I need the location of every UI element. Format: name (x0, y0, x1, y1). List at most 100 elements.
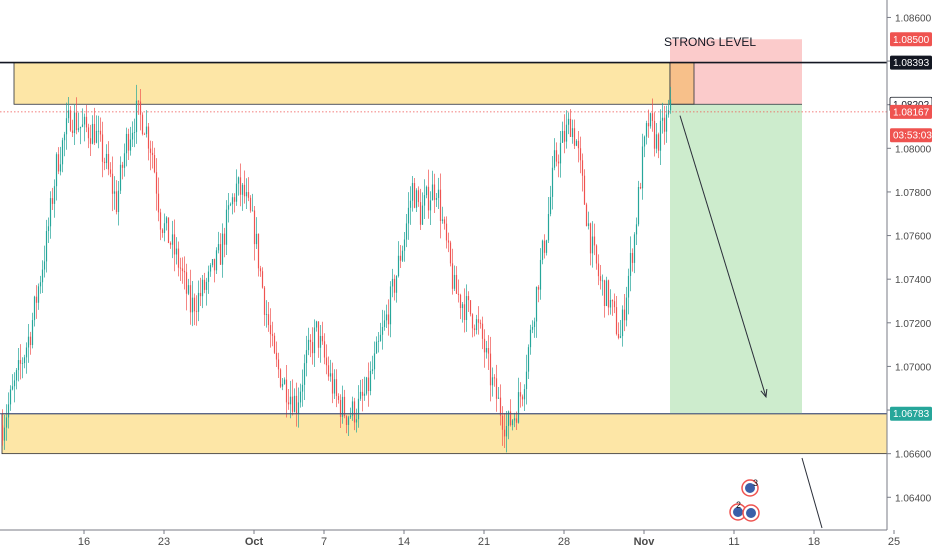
candle-body (345, 416, 348, 425)
candle-body (1, 425, 4, 441)
candle-body (453, 274, 456, 289)
candle-body (667, 110, 670, 115)
candle (557, 154, 560, 178)
candle-body (491, 377, 494, 386)
candle (159, 208, 162, 241)
event-badge[interactable] (742, 504, 760, 522)
candle-body (233, 197, 236, 202)
candle (211, 259, 214, 268)
candle (45, 219, 48, 273)
candle (373, 341, 376, 380)
candle (621, 305, 624, 347)
candle (61, 137, 64, 173)
candle (249, 195, 252, 213)
candle (601, 274, 604, 296)
price-label-bg (890, 406, 932, 421)
y-axis[interactable]: 1.086001.084001.082001.080001.078001.076… (886, 0, 932, 530)
candle (31, 312, 34, 349)
x-axis: 16 23 Oct 7 14 21 28 Nov 11 18 25 (0, 529, 900, 548)
candle-body (189, 285, 192, 313)
candle-body (427, 186, 430, 211)
candle-body (265, 314, 268, 315)
candle-body (631, 253, 634, 263)
candle-body (607, 280, 610, 308)
candle-body (369, 370, 372, 392)
candle (487, 335, 490, 370)
candle-body (103, 161, 106, 164)
event-badges[interactable]: 32 (729, 478, 760, 522)
candle (481, 316, 484, 350)
candle-body (299, 391, 302, 403)
candle (207, 265, 210, 294)
candle-body (531, 327, 534, 330)
candle (369, 361, 372, 396)
candle-body (393, 278, 396, 293)
candle (623, 293, 626, 332)
candle (163, 213, 166, 242)
candle-body (273, 335, 276, 353)
candle-body (387, 314, 390, 325)
x-tick-label: 11 (728, 536, 739, 548)
candle-body (573, 128, 576, 146)
candle (667, 99, 670, 118)
event-badge[interactable] (741, 479, 759, 497)
candle-body (329, 373, 332, 377)
candle (223, 227, 226, 258)
candle (117, 180, 120, 226)
candle (355, 408, 358, 433)
candle (577, 131, 580, 163)
flag-icon (746, 508, 756, 518)
candle-body (57, 154, 60, 172)
candle-body (73, 112, 76, 133)
candle (357, 385, 360, 428)
candle (429, 191, 432, 225)
candle (457, 279, 460, 303)
candle (195, 295, 198, 326)
candle-body (523, 389, 526, 400)
candle-body (535, 286, 538, 322)
candle-body (29, 336, 32, 346)
candle-body (437, 189, 440, 198)
candle-body (249, 197, 252, 211)
candle (33, 295, 36, 327)
candle-body (295, 395, 298, 414)
candle-body (461, 304, 464, 309)
candle-body (513, 418, 516, 421)
candle-body (639, 186, 642, 189)
candle-body (395, 276, 398, 293)
candle-body (145, 126, 148, 135)
candle-body (147, 126, 150, 149)
candle (135, 84, 138, 144)
event-badge[interactable] (729, 503, 747, 521)
candle-body (483, 338, 486, 353)
candle-body (225, 209, 228, 245)
candle (655, 122, 658, 154)
candle (375, 336, 378, 354)
candle (607, 279, 610, 316)
candle-body (479, 322, 482, 324)
candle (121, 161, 124, 180)
candle-body (271, 334, 274, 336)
flag-icon (733, 507, 743, 517)
candle (647, 109, 650, 138)
candle-body (469, 300, 472, 315)
candle (17, 348, 20, 382)
candle (83, 113, 86, 142)
candle (417, 186, 420, 207)
candle-body (651, 113, 654, 121)
candle (309, 334, 312, 358)
candle-body (241, 184, 244, 195)
candle (575, 139, 578, 147)
candle (255, 217, 258, 249)
candle-body (431, 184, 434, 201)
x-tick-label: 21 (478, 536, 490, 548)
candle (393, 274, 396, 301)
candle (115, 180, 118, 215)
candle (313, 319, 316, 368)
candle (423, 179, 426, 219)
candle-body (595, 245, 598, 264)
candle (435, 192, 438, 207)
x-tick-label: 16 (78, 536, 90, 548)
